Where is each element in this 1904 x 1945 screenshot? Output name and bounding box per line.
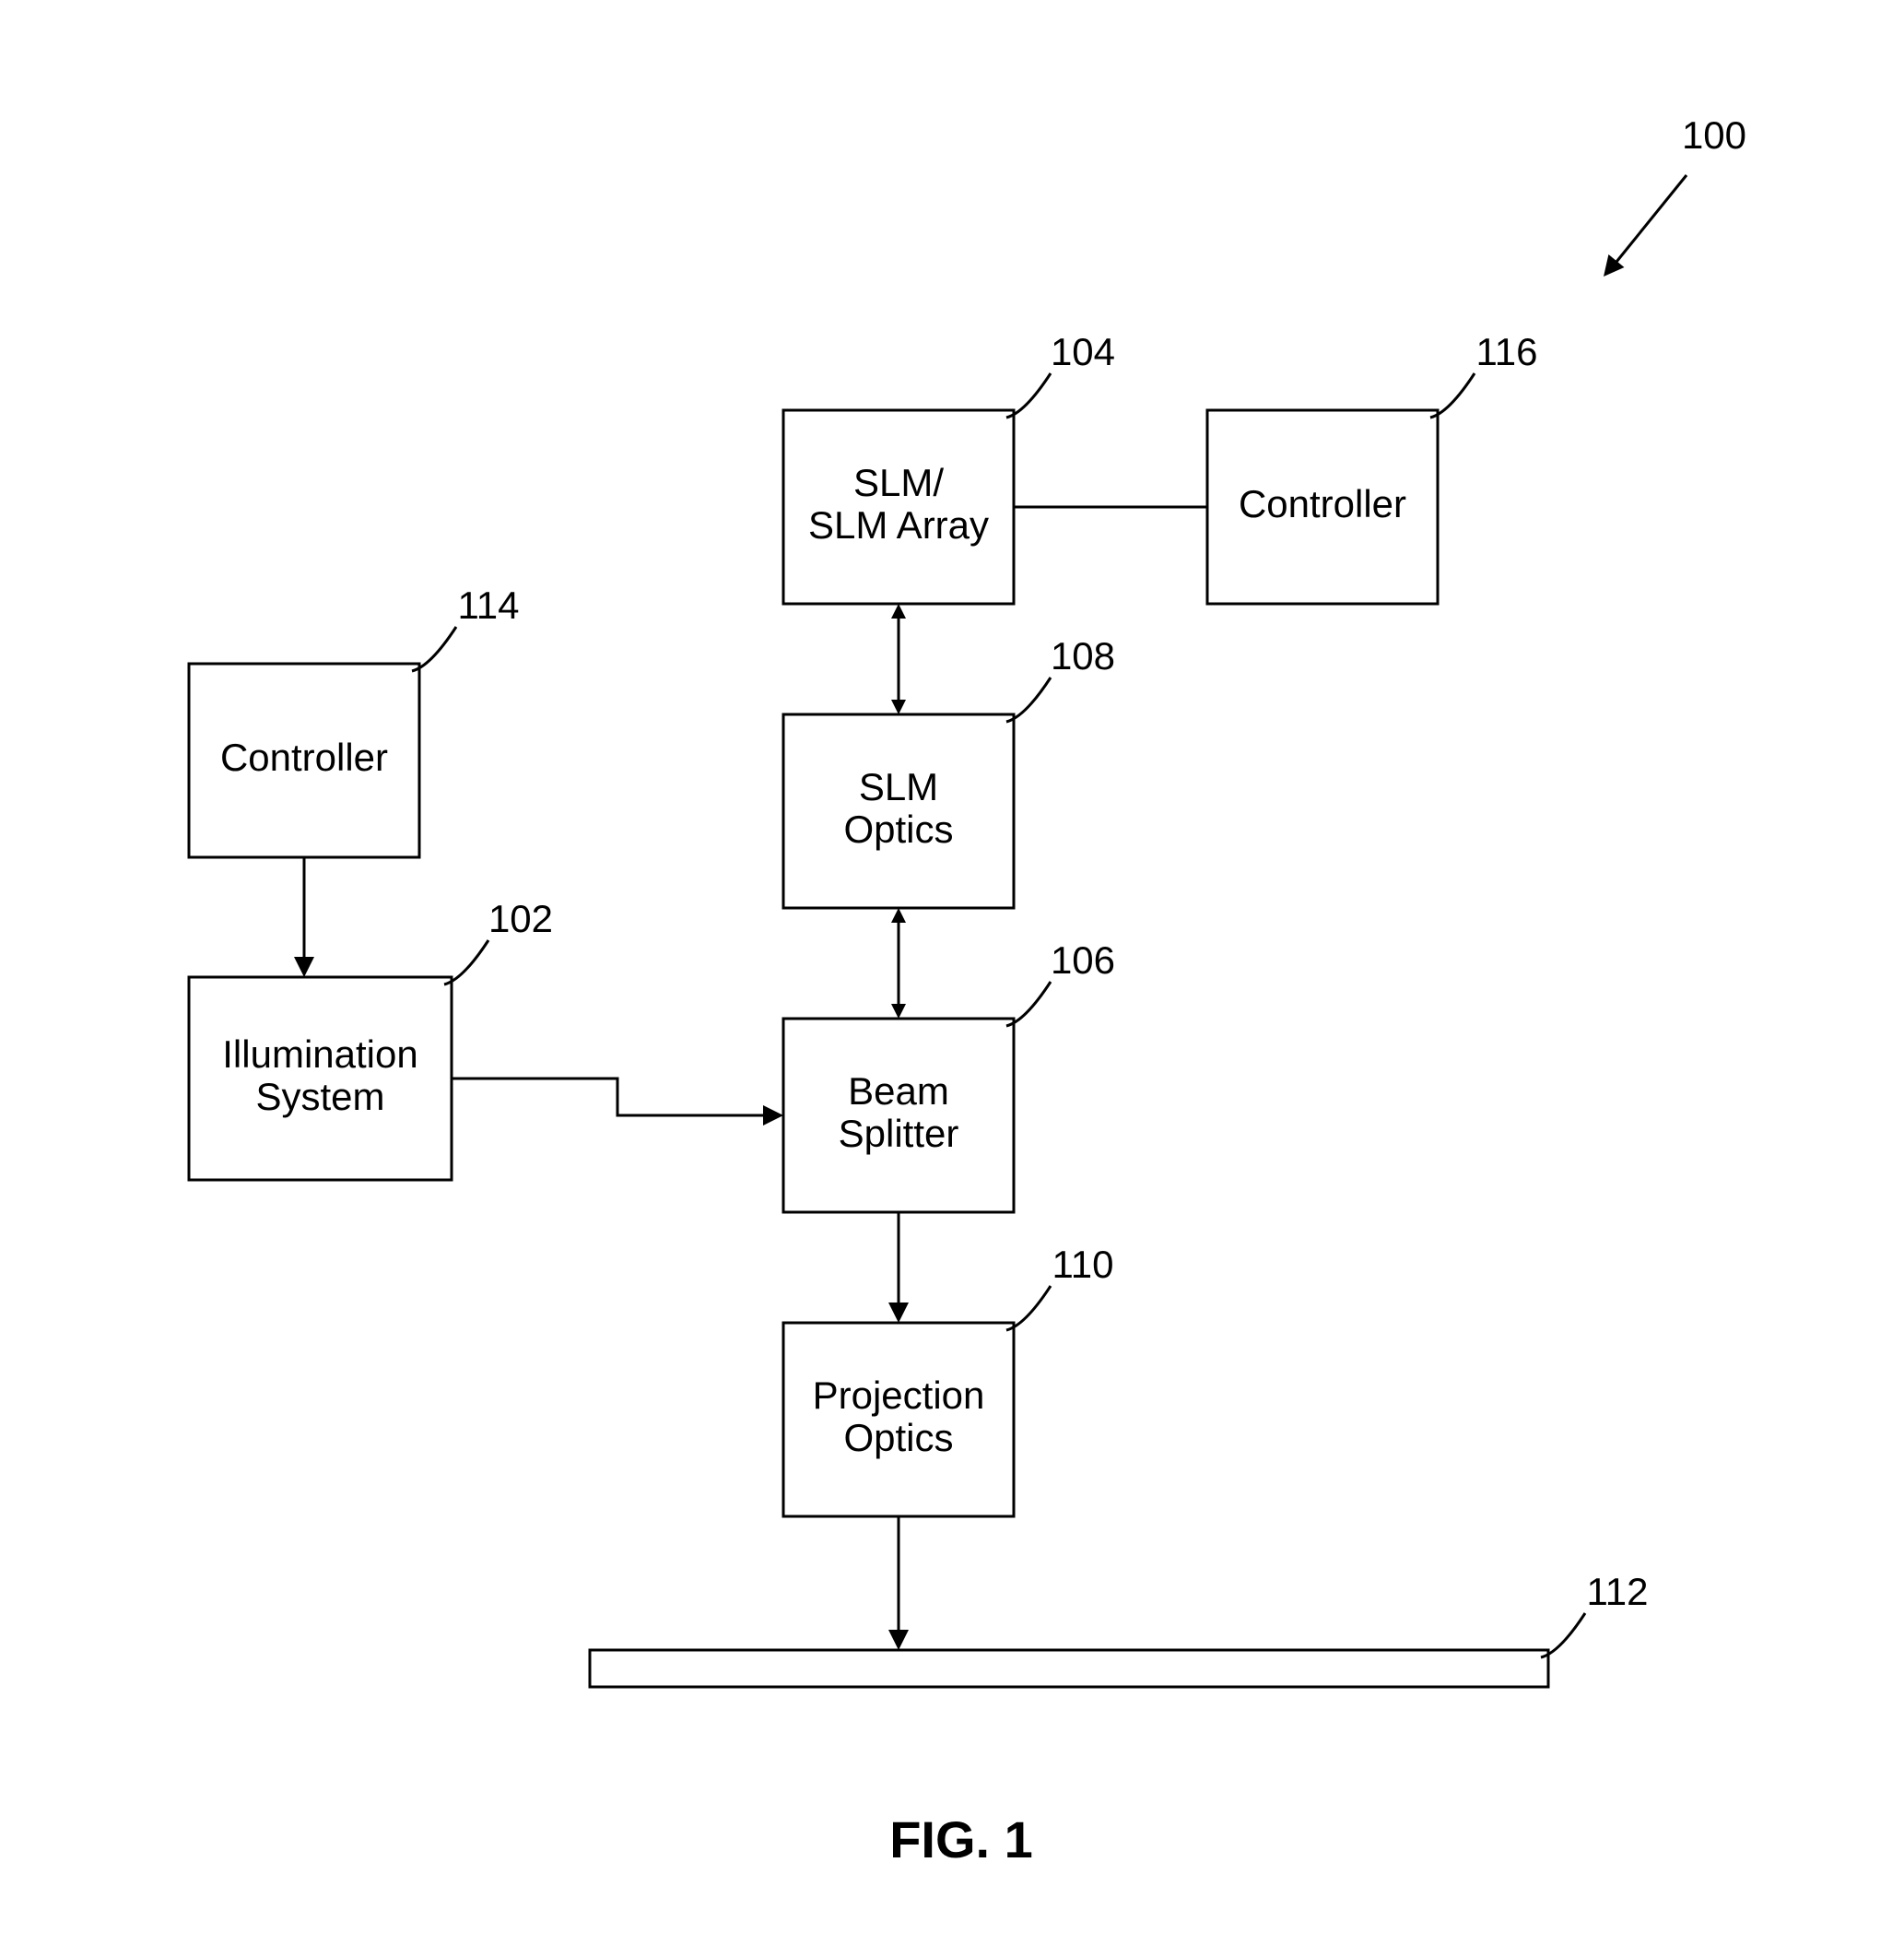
svg-text:104: 104 [1051,330,1115,373]
svg-text:116: 116 [1476,330,1538,373]
svg-text:Optics: Optics [843,1416,953,1459]
svg-text:108: 108 [1051,634,1115,678]
svg-text:Splitter: Splitter [839,1112,959,1155]
svg-text:Projection: Projection [813,1373,985,1417]
substrate [590,1650,1548,1687]
svg-text:SLM: SLM [859,765,938,808]
svg-text:Controller: Controller [220,736,388,779]
svg-text:Optics: Optics [843,807,953,851]
svg-text:SLM/: SLM/ [853,461,944,504]
svg-text:112: 112 [1587,1570,1649,1613]
svg-text:110: 110 [1052,1243,1114,1286]
svg-text:102: 102 [488,897,553,940]
svg-text:106: 106 [1051,938,1115,982]
svg-text:100: 100 [1682,113,1746,157]
svg-text:Illumination: Illumination [222,1032,417,1076]
svg-text:SLM Array: SLM Array [808,503,989,547]
svg-text:FIG. 1: FIG. 1 [889,1810,1033,1868]
svg-text:Controller: Controller [1239,482,1406,525]
svg-text:System: System [255,1075,384,1118]
svg-text:Beam: Beam [848,1069,949,1113]
svg-text:114: 114 [458,584,520,627]
